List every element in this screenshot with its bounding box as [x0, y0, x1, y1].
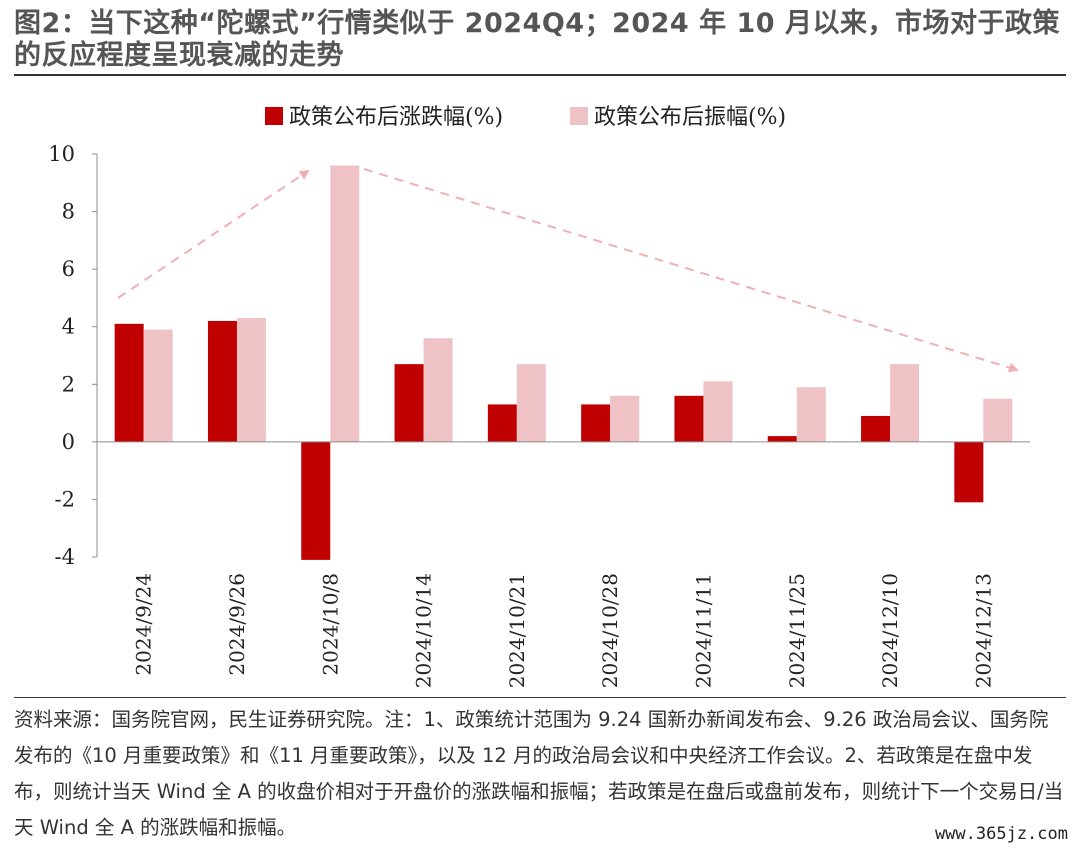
y-tick-label: 6 — [62, 257, 75, 281]
source-note: 资料来源：国务院官网，民生证券研究院。注：1、政策统计范围为 9.24 国新办新… — [14, 697, 1066, 846]
bar-change — [114, 323, 144, 442]
x-tick-label: 2024/10/8 — [318, 573, 342, 676]
legend-label: 政策公布后振幅(%) — [594, 105, 786, 130]
legend-swatch — [265, 107, 283, 125]
bar-change — [674, 395, 704, 442]
bar-change — [954, 441, 984, 503]
bar-change — [301, 441, 331, 560]
bar-change — [207, 320, 237, 442]
watermark: www.365jz.com — [932, 824, 1070, 844]
bar-amplitude — [516, 364, 546, 442]
x-tick-label: 2024/11/11 — [691, 573, 715, 688]
figure-title-block: 图2：当下这种“陀螺式”行情类似于 2024Q4；2024 年 10 月以来，市… — [14, 8, 1066, 76]
y-tick-label: 2 — [62, 372, 75, 396]
x-tick-label: 2024/10/14 — [412, 573, 436, 688]
bar-chart: 政策公布后涨跌幅(%) 政策公布后振幅(%) 10 8 6 4 2 0 -2 -4 2024/9… — [48, 105, 1030, 688]
bar-amplitude — [796, 387, 826, 442]
y-tick-label: -2 — [55, 487, 75, 511]
bars — [114, 165, 1013, 560]
figure-title: 图2：当下这种“陀螺式”行情类似于 2024Q4；2024 年 10 月以来，市… — [14, 8, 1060, 71]
x-tick-label: 2024/12/10 — [878, 573, 902, 688]
x-axis: 2024/9/24 2024/9/26 2024/10/8 2024/10/14 202… — [97, 441, 1030, 688]
chart-legend: 政策公布后涨跌幅(%) 政策公布后振幅(%) — [265, 105, 786, 130]
bar-change — [394, 364, 424, 442]
bar-change — [861, 415, 891, 442]
rising-arrow — [117, 169, 310, 299]
bar-amplitude — [610, 395, 640, 442]
y-tick-label: -4 — [55, 545, 75, 569]
x-tick-label: 2024/11/25 — [785, 573, 809, 688]
x-tick-label: 2024/10/28 — [598, 573, 622, 688]
y-tick-label: 4 — [62, 315, 75, 339]
bar-amplitude — [236, 318, 266, 442]
y-axis: 10 8 6 4 2 0 -2 -4 — [48, 142, 98, 569]
bar-amplitude — [703, 381, 733, 442]
bar-amplitude — [143, 329, 173, 442]
y-tick-label: 0 — [62, 430, 75, 454]
bar-amplitude — [330, 165, 360, 442]
decaying-arrow — [363, 168, 1019, 373]
bar-change — [767, 436, 797, 442]
bar-amplitude — [890, 364, 920, 442]
bar-amplitude — [423, 338, 453, 442]
trend-arrows — [117, 168, 1019, 373]
bar-change — [581, 404, 611, 442]
x-tick-label: 2024/12/13 — [971, 573, 995, 688]
bar-change — [487, 404, 517, 442]
source-note-text: 资料来源：国务院官网，民生证券研究院。注：1、政策统计范围为 9.24 国新办新… — [14, 708, 1064, 839]
legend-label: 政策公布后涨跌幅(%) — [289, 105, 503, 130]
y-tick-label: 8 — [62, 200, 75, 224]
x-tick-label: 2024/9/24 — [132, 573, 156, 676]
y-tick-label: 10 — [48, 142, 75, 166]
bar-amplitude — [983, 398, 1013, 442]
legend-swatch — [570, 107, 588, 125]
x-tick-label: 2024/9/26 — [225, 573, 249, 676]
x-tick-label: 2024/10/21 — [505, 573, 529, 688]
